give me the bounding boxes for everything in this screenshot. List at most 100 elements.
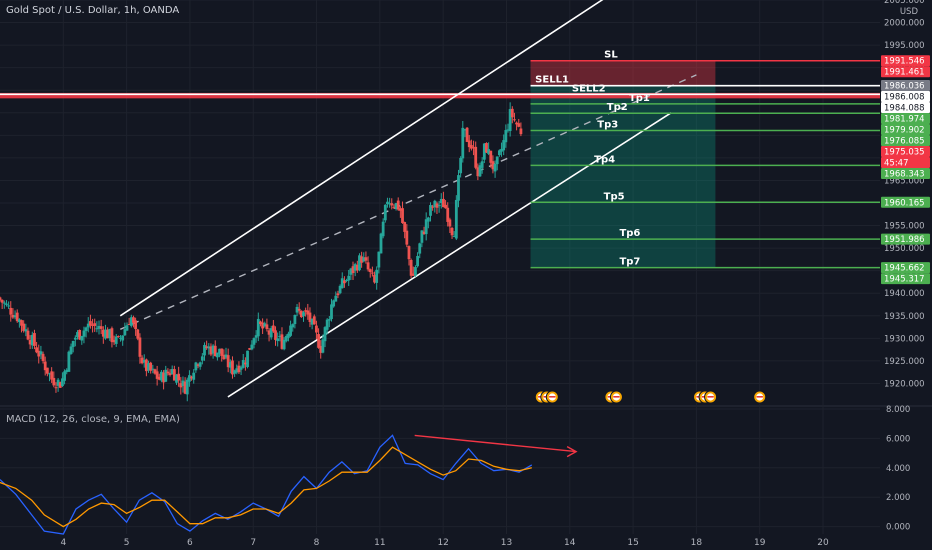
candle-body xyxy=(112,339,116,343)
candle-body xyxy=(439,198,443,204)
price-tag-label: 1991.546 xyxy=(884,57,925,67)
level-label-tp1: Tp1 xyxy=(629,93,650,104)
candle-body xyxy=(166,371,170,374)
event-flag-stripe xyxy=(549,396,556,398)
price-tag xyxy=(881,66,930,78)
candle-body xyxy=(411,273,415,276)
candle-body xyxy=(265,324,269,330)
candle-body xyxy=(5,303,8,305)
candle-body xyxy=(82,330,86,337)
candle-body xyxy=(308,312,312,323)
candle-body xyxy=(116,336,120,338)
candle-body xyxy=(56,379,60,386)
candle-body xyxy=(93,323,97,326)
time-tick-label: 11 xyxy=(374,538,385,548)
candle-body xyxy=(183,381,187,394)
candle-body xyxy=(418,243,422,254)
candle-body xyxy=(110,328,114,343)
candle-body xyxy=(239,367,243,370)
level-label-tp5: Tp5 xyxy=(604,191,625,202)
candle-body xyxy=(280,334,284,349)
price-tick-label: 1995.000 xyxy=(884,41,925,51)
candle-body xyxy=(388,203,392,205)
candle-body xyxy=(222,354,226,360)
candle-body xyxy=(26,330,30,340)
candle-body xyxy=(261,322,265,329)
time-tick-label: 20 xyxy=(817,538,829,548)
candle-body xyxy=(28,340,32,345)
candle-body xyxy=(317,334,320,348)
candle-body xyxy=(508,109,512,132)
candle-body xyxy=(35,347,38,353)
candle-body xyxy=(168,373,172,375)
candle-body xyxy=(192,372,196,380)
candle-body xyxy=(355,264,359,271)
candle-body xyxy=(190,376,193,379)
candle-body xyxy=(2,302,6,304)
candle-body xyxy=(267,330,271,335)
price-tag xyxy=(881,233,930,245)
candle-body xyxy=(248,348,252,350)
event-flag-stripe xyxy=(756,396,763,398)
candle-body xyxy=(211,345,215,354)
macd-tick-label: 8.000 xyxy=(886,405,910,415)
event-flag-stripe xyxy=(613,396,620,398)
candle-body xyxy=(63,371,66,381)
level-label-sl: SL xyxy=(604,50,618,61)
candle-body xyxy=(289,325,292,336)
candle-body xyxy=(437,205,441,207)
risk-reward-zones xyxy=(0,60,880,268)
candle-body xyxy=(80,336,84,341)
candle-body xyxy=(250,344,254,350)
candle-body xyxy=(373,274,376,283)
price-tag-label: 1951.986 xyxy=(884,235,925,245)
candle-body xyxy=(491,161,495,170)
candle-body xyxy=(138,337,142,357)
time-tick-label: 4 xyxy=(60,538,66,548)
candle-body xyxy=(457,175,460,201)
candle-body xyxy=(104,329,107,339)
candle-body xyxy=(306,310,310,315)
candle-body xyxy=(452,236,456,238)
candle-body xyxy=(37,350,41,357)
candle-body xyxy=(405,230,409,245)
candle-body xyxy=(271,325,275,332)
candles xyxy=(0,102,523,402)
candle-body xyxy=(207,346,211,349)
price-tag-label: 45:47 xyxy=(884,159,909,169)
macd-tick-label: 4.000 xyxy=(886,464,910,474)
candle-body xyxy=(446,207,450,222)
candle-body xyxy=(500,148,503,152)
candle-body xyxy=(140,357,144,364)
price-tick-label: 1920.000 xyxy=(884,379,925,389)
candle-body xyxy=(409,259,413,276)
candle-body xyxy=(58,382,62,388)
price-tag xyxy=(881,262,930,274)
candle-body xyxy=(188,375,191,382)
candle-body xyxy=(461,127,465,159)
candle-body xyxy=(41,353,45,361)
candle-body xyxy=(377,251,381,268)
price-tick-label: 2005.000 xyxy=(884,0,925,6)
time-tick-label: 18 xyxy=(691,538,703,548)
candle-body xyxy=(119,337,122,339)
candle-body xyxy=(278,335,282,338)
candle-body xyxy=(476,167,480,177)
candle-body xyxy=(33,333,36,346)
stop-loss-zone xyxy=(530,60,716,86)
candle-body xyxy=(360,256,364,263)
take-profit-zone xyxy=(530,85,716,268)
candle-body xyxy=(276,338,280,342)
candle-body xyxy=(50,371,54,380)
candle-body xyxy=(485,143,488,153)
level-label-tp6: Tp6 xyxy=(619,228,640,239)
candle-body xyxy=(416,255,419,267)
price-tick-label: 1935.000 xyxy=(884,312,925,322)
candle-body xyxy=(448,219,452,227)
candle-body xyxy=(153,369,157,374)
price-tag xyxy=(881,113,930,125)
candle-body xyxy=(422,231,426,235)
event-flag-stripe xyxy=(707,396,714,398)
time-tick-label: 14 xyxy=(564,538,576,548)
